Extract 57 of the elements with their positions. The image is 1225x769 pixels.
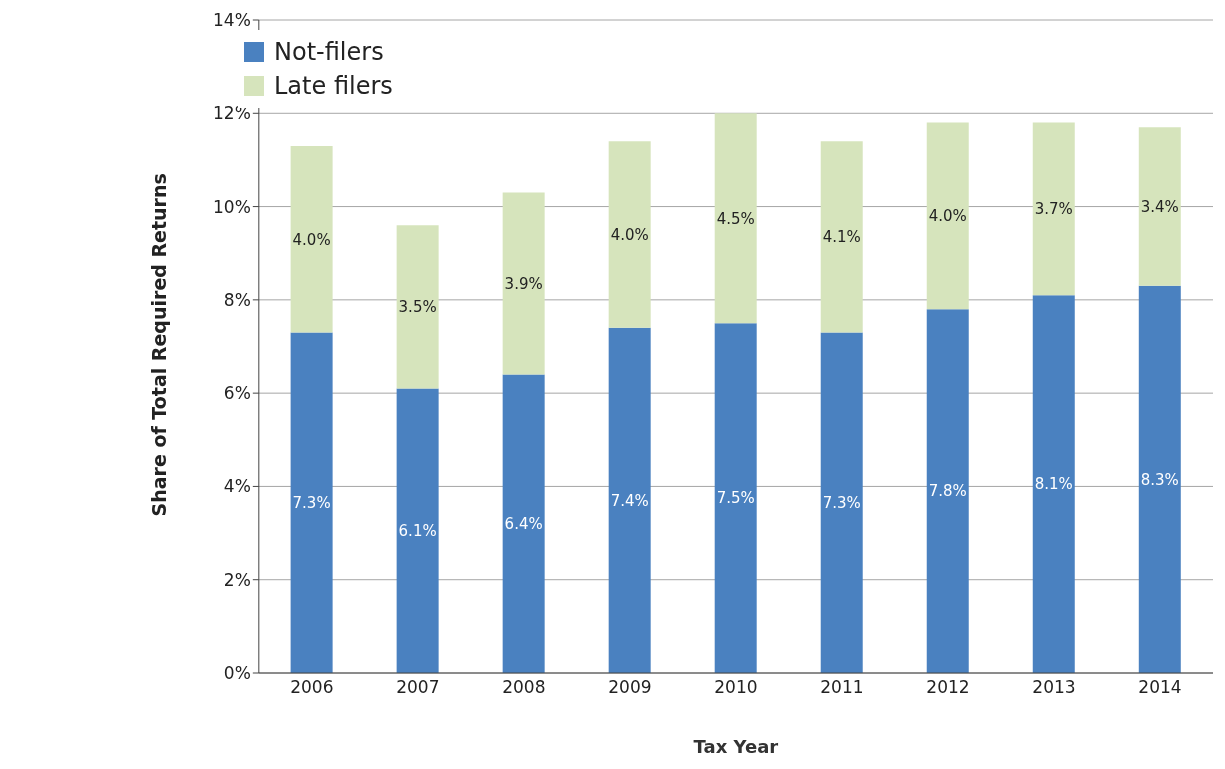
bar: [820, 332, 863, 673]
bar: [1032, 295, 1075, 673]
y-tick-label: 2%: [223, 569, 251, 590]
x-tick-label: 2011: [820, 677, 864, 698]
bar: [820, 141, 863, 333]
data-label: 4.5%: [716, 209, 755, 228]
bar: [608, 327, 651, 673]
data-label: 3.9%: [504, 274, 543, 293]
bar: [1138, 285, 1181, 673]
bar: [396, 225, 439, 389]
data-label: 4.0%: [292, 230, 331, 249]
data-label: 4.0%: [928, 207, 967, 226]
data-label: 4.1%: [822, 228, 861, 247]
data-label: 7.4%: [610, 491, 649, 510]
y-tick-label: 8%: [223, 289, 251, 310]
data-label: 7.3%: [292, 494, 331, 513]
bar: [290, 332, 333, 673]
legend-label: Late filers: [274, 72, 393, 100]
x-tick-label: 2014: [1138, 677, 1182, 698]
x-tick-label: 2008: [502, 677, 546, 698]
x-tick-label: 2007: [396, 677, 440, 698]
data-label: 3.5%: [398, 298, 437, 317]
y-tick-label: 4%: [223, 476, 251, 497]
data-label: 7.5%: [716, 489, 755, 508]
data-label: 4.0%: [610, 225, 649, 244]
x-tick-label: 2010: [714, 677, 758, 698]
data-label: 8.1%: [1034, 475, 1073, 494]
bar: [396, 388, 439, 673]
data-label: 7.3%: [822, 494, 861, 513]
bar: [608, 141, 651, 328]
data-label: 7.8%: [928, 482, 967, 501]
x-tick-label: 2006: [290, 677, 334, 698]
data-label: 6.4%: [504, 515, 543, 534]
x-tick-label: 2009: [608, 677, 652, 698]
data-label: 3.4%: [1140, 197, 1179, 216]
data-label: 6.1%: [398, 522, 437, 541]
x-axis-title: Tax Year: [693, 736, 779, 757]
bar: [714, 323, 757, 673]
x-tick-label: 2013: [1032, 677, 1076, 698]
bar: [1032, 122, 1075, 296]
legend-label: Not-filers: [274, 38, 384, 66]
x-tick-label: 2012: [926, 677, 970, 698]
bar: [1138, 127, 1181, 286]
bar: [926, 309, 969, 673]
bar: [714, 113, 757, 324]
y-tick-label: 0%: [223, 663, 251, 684]
y-tick-label: 14%: [213, 10, 251, 31]
y-tick-label: 12%: [213, 103, 251, 124]
bar: [502, 192, 545, 375]
bar: [290, 145, 333, 333]
y-tick-label: 10%: [213, 196, 251, 217]
data-label: 3.7%: [1034, 200, 1073, 219]
y-tick-label: 6%: [223, 383, 251, 404]
y-axis-title: Share of Total Required Returns: [147, 173, 170, 517]
data-label: 8.3%: [1140, 470, 1179, 489]
bar: [502, 374, 545, 673]
bar: [926, 122, 969, 310]
